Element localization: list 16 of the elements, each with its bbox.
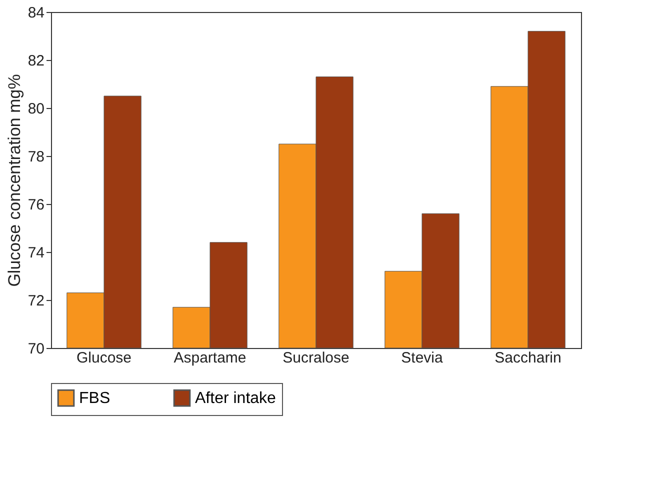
legend-label: After intake (195, 390, 276, 408)
x-tick-label: Stevia (401, 350, 444, 366)
y-tick-label: 72 (28, 292, 44, 310)
x-tick-label: Saccharin (494, 350, 562, 366)
y-tick-label: 76 (28, 196, 44, 214)
y-tick-label: 70 (28, 340, 44, 358)
legend-label: FBS (79, 390, 110, 408)
x-tick-label: Aspartame (174, 350, 246, 366)
y-tick-label: 84 (28, 4, 44, 22)
y-axis-title: Glucose concentration mg% (4, 74, 24, 287)
x-tick-label: Sucralose (282, 350, 350, 366)
y-tick-label: 78 (28, 148, 44, 166)
y-tick-label: 80 (28, 100, 44, 118)
y-tick-label: 74 (28, 244, 44, 262)
x-tick-label: Glucose (76, 350, 132, 366)
y-tick-label: 82 (28, 52, 44, 70)
